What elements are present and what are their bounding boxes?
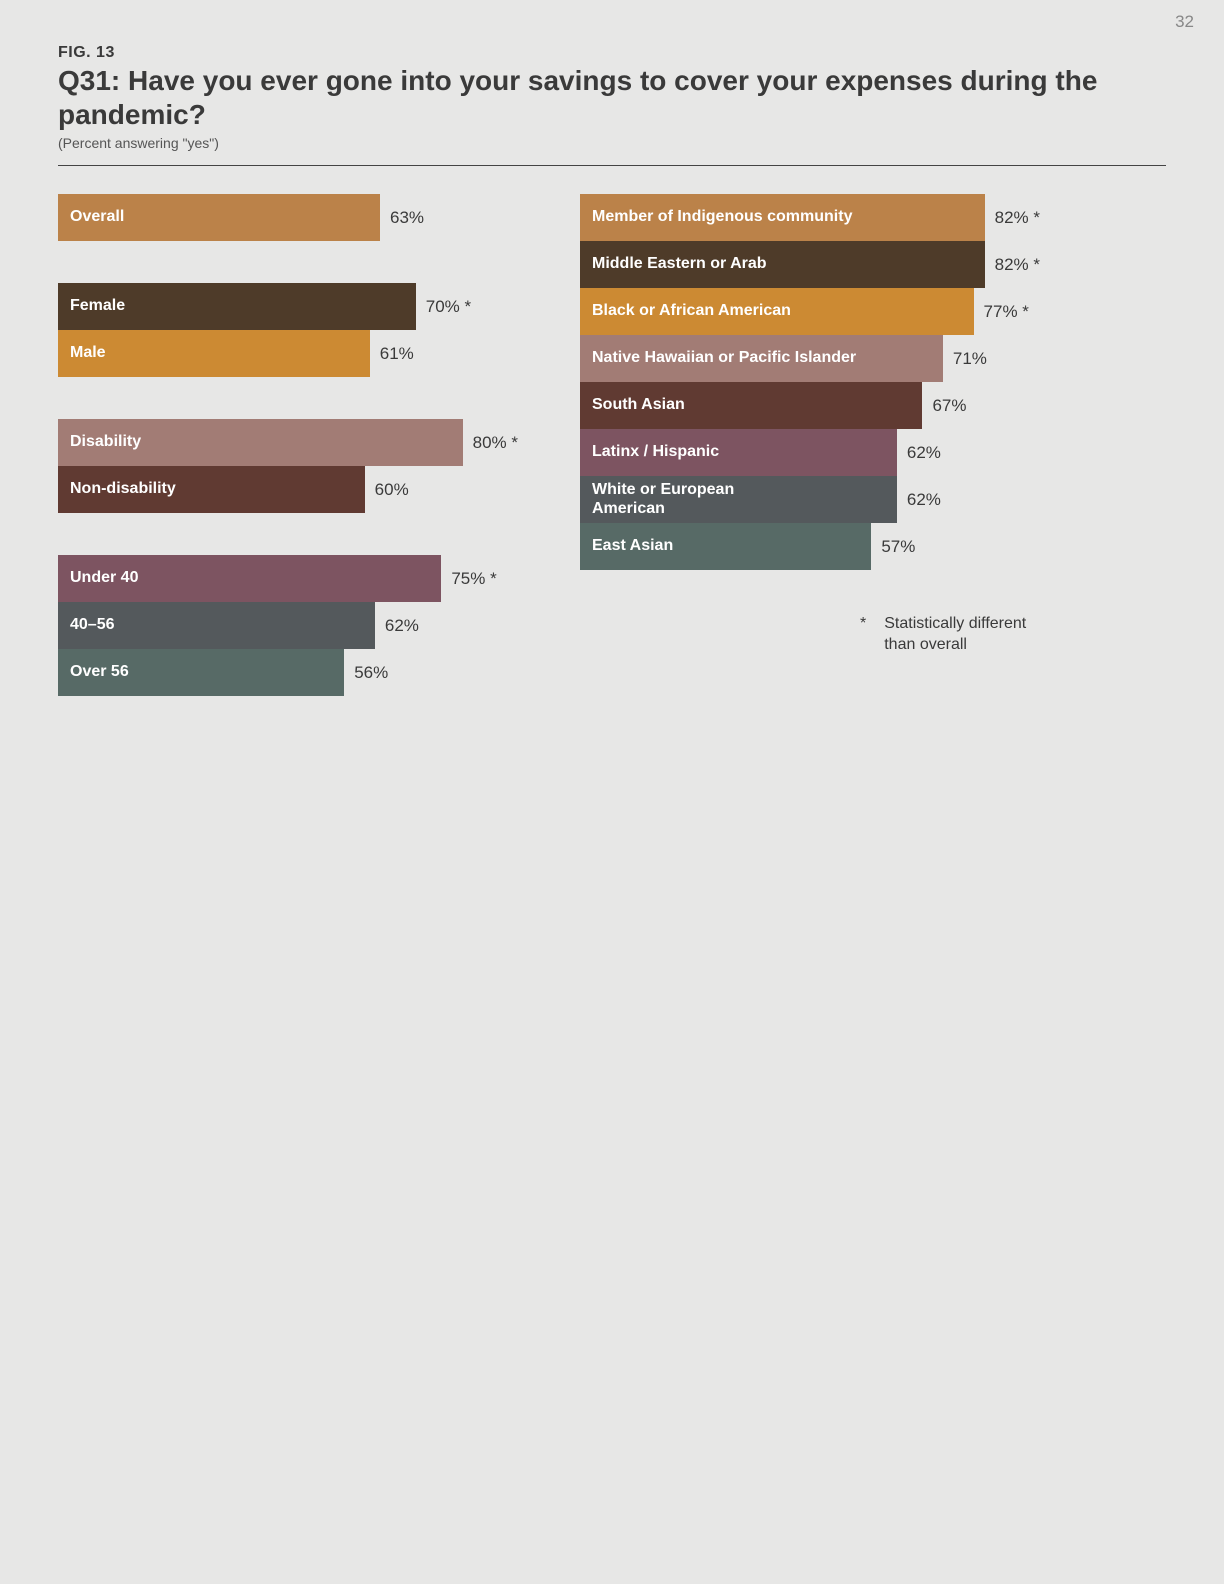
- bar-row: White or European American 62%: [580, 476, 1040, 523]
- left-column: Overall 63% Female 70% * Male 61% Disability 80…: [58, 194, 518, 738]
- bar: East Asian: [580, 523, 871, 570]
- bar-row: Native Hawaiian or Pacific Islander 71%: [580, 335, 1040, 382]
- bar-row: Member of Indigenous community 82% *: [580, 194, 1040, 241]
- bar-row: Male 61%: [58, 330, 518, 377]
- bar-row: Black or African American 77% *: [580, 288, 1040, 335]
- bar-value: 70% *: [426, 297, 471, 317]
- bar: South Asian: [580, 382, 922, 429]
- bar-value: 77% *: [984, 302, 1029, 322]
- bar-value: 82% *: [995, 208, 1040, 228]
- bar: Male: [58, 330, 370, 377]
- figure-subtitle: (Percent answering "yes"): [58, 135, 1166, 151]
- bar-row: Overall 63%: [58, 194, 518, 241]
- bar-value: 60%: [375, 480, 409, 500]
- figure-label: FIG. 13: [58, 44, 1166, 62]
- bar: White or European American: [580, 476, 897, 523]
- bar-row: Disability 80% *: [58, 419, 518, 466]
- bar-value: 71%: [953, 349, 987, 369]
- bar: Native Hawaiian or Pacific Islander: [580, 335, 943, 382]
- bar: Disability: [58, 419, 463, 466]
- figure-container: FIG. 13 Q31: Have you ever gone into you…: [0, 0, 1224, 738]
- footnote-symbol: *: [860, 614, 866, 656]
- chart-columns: Overall 63% Female 70% * Male 61% Disability 80…: [58, 194, 1166, 738]
- bar-value: 62%: [907, 443, 941, 463]
- bar-value: 80% *: [473, 433, 518, 453]
- bar: Member of Indigenous community: [580, 194, 985, 241]
- bar-row: Over 56 56%: [58, 649, 518, 696]
- figure-title: Q31: Have you ever gone into your saving…: [58, 64, 1166, 131]
- bar-value: 61%: [380, 344, 414, 364]
- bar-row: 40–56 62%: [58, 602, 518, 649]
- bar-row: Middle Eastern or Arab 82% *: [580, 241, 1040, 288]
- bar-value: 62%: [907, 490, 941, 510]
- bar-row: East Asian 57%: [580, 523, 1040, 570]
- bar: Under 40: [58, 555, 441, 602]
- bar-row: Under 40 75% *: [58, 555, 518, 602]
- footnote: * Statistically different than overall: [860, 614, 1040, 656]
- bar-row: Latinx / Hispanic 62%: [580, 429, 1040, 476]
- bar-group: Member of Indigenous community82% *Middl…: [580, 194, 1040, 570]
- bar-value: 63%: [390, 208, 424, 228]
- bar-value: 62%: [385, 616, 419, 636]
- bar-row: Non-disability 60%: [58, 466, 518, 513]
- bar-group: Under 40 75% * 40–56 62% Over 56 56%: [58, 555, 518, 696]
- bar-value: 56%: [354, 663, 388, 683]
- bar-row: South Asian 67%: [580, 382, 1040, 429]
- bar-row: Female 70% *: [58, 283, 518, 330]
- bar: Non-disability: [58, 466, 365, 513]
- bar-group: Disability 80% * Non-disability 60%: [58, 419, 518, 513]
- divider: [58, 165, 1166, 166]
- bar-value: 57%: [881, 537, 915, 557]
- bar-group: Overall 63%: [58, 194, 518, 241]
- bar: Female: [58, 283, 416, 330]
- page-number: 32: [1175, 12, 1194, 32]
- footnote-text: Statistically different than overall: [884, 614, 1026, 656]
- bar-group: Female 70% * Male 61%: [58, 283, 518, 377]
- bar-value: 67%: [932, 396, 966, 416]
- bar: Latinx / Hispanic: [580, 429, 897, 476]
- bar: Overall: [58, 194, 380, 241]
- bar: Black or African American: [580, 288, 974, 335]
- bar: Over 56: [58, 649, 344, 696]
- bar: Middle Eastern or Arab: [580, 241, 985, 288]
- bar: 40–56: [58, 602, 375, 649]
- right-column: Member of Indigenous community82% *Middl…: [580, 194, 1040, 738]
- bar-value: 75% *: [451, 569, 496, 589]
- bar-value: 82% *: [995, 255, 1040, 275]
